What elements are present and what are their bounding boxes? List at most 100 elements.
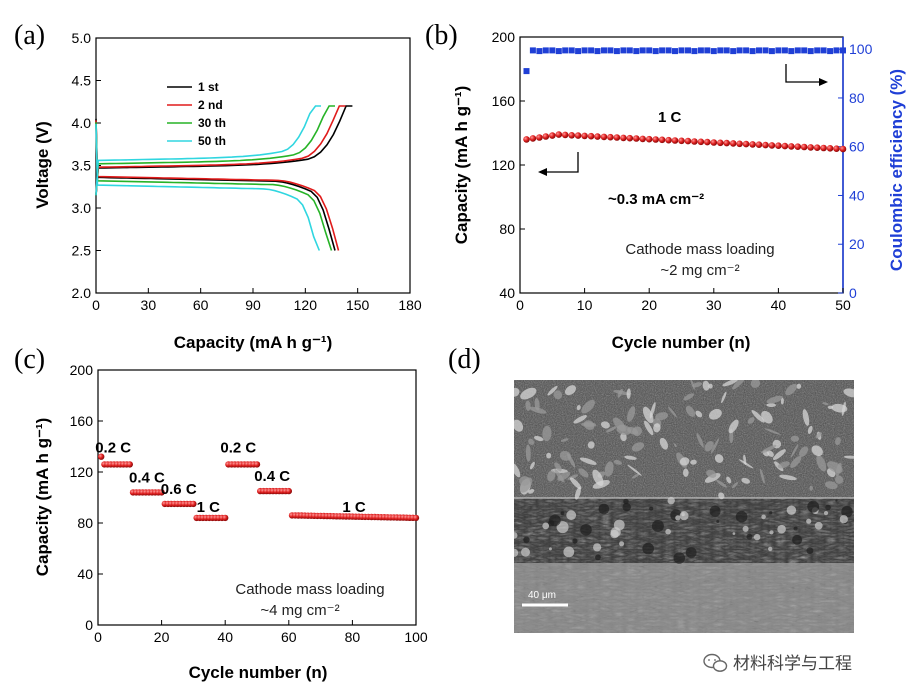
panel-b-capacity-point bbox=[626, 134, 634, 142]
sem-pore bbox=[716, 520, 720, 523]
panel-b-ce-point bbox=[749, 48, 756, 55]
sem-particle bbox=[642, 406, 654, 424]
panel-b-capacity-point bbox=[800, 143, 808, 151]
panel-b-ce-point bbox=[672, 48, 678, 55]
panel-b-rate-label: 1 C bbox=[658, 109, 682, 126]
sem-pore bbox=[595, 554, 601, 561]
sem-particle bbox=[578, 468, 589, 478]
panel-b-capacity-point bbox=[736, 140, 743, 148]
panel-b-current-density: ~0.3 mA cm⁻² bbox=[608, 191, 704, 208]
panel-b-ce-point bbox=[529, 47, 536, 54]
panel-b-ce-point bbox=[549, 47, 556, 54]
panel-a-letter: (a) bbox=[14, 20, 45, 51]
panel-c-capacity-point bbox=[253, 461, 261, 468]
sem-particle bbox=[726, 476, 732, 484]
panel-b-ce-point bbox=[555, 48, 562, 55]
panel-b-y2-tick-label: 80 bbox=[849, 90, 865, 106]
panel-b-points bbox=[523, 47, 847, 153]
panel-b-ylabel: Capacity (mA h g⁻¹) bbox=[452, 86, 471, 245]
sem-particle bbox=[533, 435, 544, 442]
panel-a-legend-label: 2 nd bbox=[198, 98, 223, 112]
panel-b: (b) 0 10 20 30 40 50 40 80 120 160 200 0 20 40 60 80 100… bbox=[425, 20, 906, 352]
sem-particle bbox=[766, 395, 784, 404]
panel-b-capacity-point bbox=[536, 134, 543, 141]
sem-particle bbox=[605, 426, 617, 433]
sem-particle bbox=[514, 419, 524, 432]
sem-particle bbox=[718, 492, 725, 500]
sem-particle bbox=[743, 454, 747, 465]
sem-particle bbox=[525, 400, 531, 411]
sem-particle bbox=[616, 424, 632, 436]
panel-b-ce-point bbox=[633, 48, 640, 55]
sem-pore bbox=[593, 543, 602, 552]
sem-pore bbox=[523, 536, 530, 543]
panel-a-ticks: 0 30 60 90 120 150 180 2.0 2.5 3.0 3.5 4.0 4.5 5.0 bbox=[72, 30, 422, 313]
panel-c-capacity-point bbox=[126, 461, 133, 468]
panel-c-x-tick-label: 100 bbox=[404, 629, 428, 645]
panel-b-ce-point bbox=[594, 48, 601, 55]
panel-b-capacity-point bbox=[665, 136, 672, 144]
panel-b-ce-point bbox=[536, 48, 543, 55]
sem-particle bbox=[708, 408, 722, 420]
sem-pore bbox=[769, 511, 773, 515]
sem-particle bbox=[843, 388, 854, 398]
sem-particle bbox=[528, 438, 535, 445]
panel-b-capacity-point bbox=[723, 139, 730, 147]
panel-c-x-tick-label: 80 bbox=[345, 629, 361, 645]
sem-pore bbox=[806, 547, 814, 555]
panel-b-loading-line1: Cathode mass loading bbox=[625, 241, 774, 258]
sem-particle bbox=[843, 455, 854, 459]
sem-pore bbox=[560, 511, 565, 516]
panel-a-x-tick-label: 30 bbox=[141, 297, 157, 313]
sem-pore bbox=[642, 542, 654, 555]
sem-particle bbox=[682, 468, 689, 477]
panel-c-x-tick-label: 20 bbox=[154, 629, 170, 645]
panel-c-y-tick-label: 120 bbox=[70, 464, 94, 480]
sem-particle bbox=[827, 405, 834, 409]
panel-b-capacity-point bbox=[717, 139, 724, 147]
panel-a-charge-curve-4 bbox=[95, 105, 321, 196]
sem-particle bbox=[579, 457, 597, 465]
sem-particle bbox=[514, 387, 520, 397]
panel-c-rate-label: 1 C bbox=[342, 499, 366, 516]
panel-b-arrow-left bbox=[538, 152, 579, 176]
sem-pore bbox=[598, 503, 610, 515]
sem-particle bbox=[732, 380, 746, 390]
panel-b-ce-point bbox=[820, 47, 827, 54]
panel-c-capacity-point bbox=[190, 500, 197, 508]
sem-pore bbox=[563, 546, 575, 558]
panel-b-capacity-point bbox=[755, 141, 763, 148]
sem-particle bbox=[761, 445, 777, 454]
panel-c-y-tick-label: 80 bbox=[77, 515, 93, 531]
sem-particle bbox=[785, 383, 798, 396]
sem-pore bbox=[542, 522, 550, 530]
panel-b-ce-point bbox=[659, 47, 666, 54]
panel-b-capacity-point bbox=[820, 144, 827, 152]
sem-particle bbox=[617, 388, 623, 398]
sem-pore bbox=[651, 520, 664, 532]
panel-c-capacity-point bbox=[412, 514, 420, 522]
panel-c-capacity-point bbox=[158, 489, 165, 496]
sem-particle bbox=[835, 475, 844, 484]
panel-b-capacity-point bbox=[568, 132, 575, 139]
sem-particle bbox=[546, 452, 552, 459]
sem-particle bbox=[695, 410, 703, 418]
sem-particle bbox=[716, 479, 728, 488]
panel-b-capacity-point bbox=[587, 132, 595, 140]
panel-b-capacity-point bbox=[742, 140, 750, 148]
sem-particle bbox=[710, 438, 720, 454]
panel-c-letter: (c) bbox=[14, 344, 45, 375]
sem-particle bbox=[576, 405, 581, 411]
sem-pore bbox=[746, 533, 753, 540]
panel-b-ce-point bbox=[665, 47, 672, 54]
panel-b-ce-point bbox=[710, 48, 717, 55]
sem-pore bbox=[761, 514, 766, 520]
panel-b-capacity-point bbox=[729, 140, 737, 147]
panel-b-capacity-point bbox=[555, 131, 563, 138]
sem-pore bbox=[572, 538, 578, 544]
sem-particle bbox=[547, 385, 558, 396]
sem-particle bbox=[667, 406, 677, 418]
panel-c-rate-label: 0.4 C bbox=[129, 469, 165, 486]
panel-b-capacity-point bbox=[600, 133, 608, 141]
